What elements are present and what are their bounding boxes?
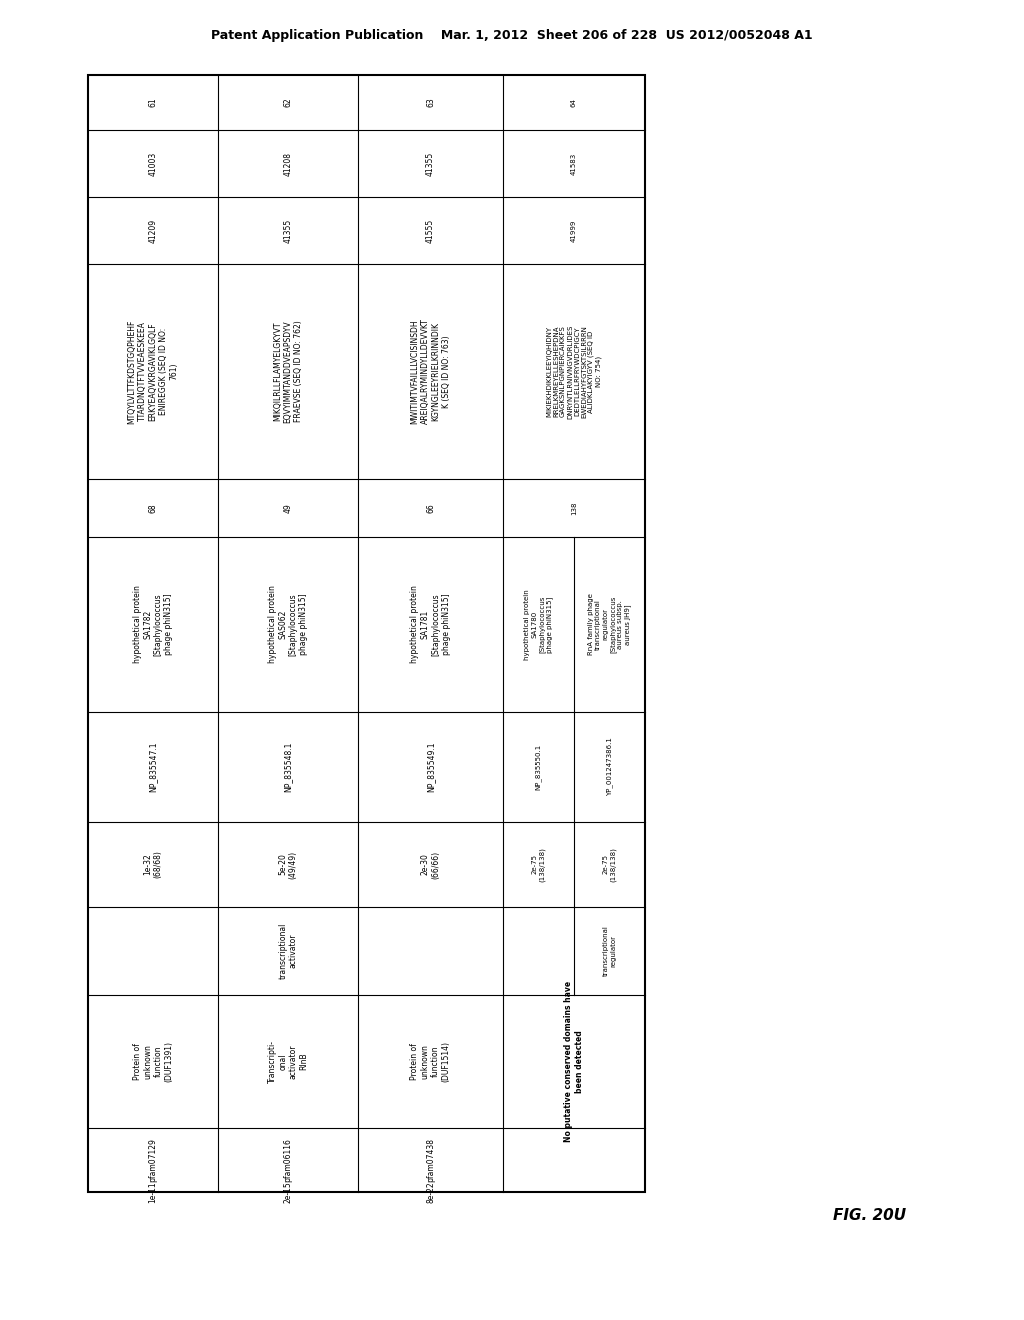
Text: 2e-75
(138/138): 2e-75 (138/138) [531,847,545,882]
Text: 41355: 41355 [426,152,435,176]
Text: YP_001247386.1: YP_001247386.1 [606,738,613,796]
Text: 61: 61 [148,98,158,107]
Text: Protein of
unknown
function
(DUF1391): Protein of unknown function (DUF1391) [133,1041,173,1082]
Text: 2e-15: 2e-15 [284,1181,293,1203]
Text: Protein of
unknown
function
(DUF1514): Protein of unknown function (DUF1514) [411,1041,451,1082]
Text: NP_835548.1: NP_835548.1 [284,742,293,792]
Text: transcriptional
regulator: transcriptional regulator [603,925,616,977]
Text: 1e-32
(68/68): 1e-32 (68/68) [143,850,163,878]
Text: MIKQILRLLFLAMYELGKYVT
EQVYIMMTANDDVEAPSDYV
FRAEVSE (SEQ ID NO: 762): MIKQILRLLFLAMYELGKYVT EQVYIMMTANDDVEAPSD… [273,321,303,422]
Text: 1e-11: 1e-11 [148,1181,158,1203]
Text: 66: 66 [426,503,435,513]
Text: 2e-75
(138/138): 2e-75 (138/138) [603,847,616,882]
Text: pfam07438: pfam07438 [426,1138,435,1181]
Text: RnA family phage
transcriptional
regulator
[Staphylococcus
aureus subsp.
aureus : RnA family phage transcriptional regulat… [588,594,631,656]
Text: 5e-20
(49/49): 5e-20 (49/49) [279,850,298,879]
Text: transcriptional
activator: transcriptional activator [279,923,298,979]
Text: 138: 138 [571,502,577,515]
Text: MIKIEKHDIKKLEEYIQHIDNY
RRELKMREYELLESHEPDNA
GAGKSNLPGNPIERCAIKKFS
DNRYNTLRNIVNGV: MIKIEKHDIKKLEEYIQHIDNY RRELKMREYELLESHEP… [546,325,602,418]
Text: 63: 63 [426,98,435,107]
Text: 41208: 41208 [284,152,293,176]
Text: MWITIMTVFAILLLVCISINSDH
AREIQALRYMINDYLLDEVVKT
KGYNGLEEYRIELKRINNDIK
K (SEQ ID N: MWITIMTVFAILLLVCISINSDH AREIQALRYMINDYLL… [411,318,451,425]
Text: 41003: 41003 [148,152,158,176]
Text: FIG. 20U: FIG. 20U [834,1208,906,1222]
Text: MTQYLVLTTFKDSTGQPHEHF
TTARDNQTFTVVEAESKEEA
ERKYEAQVKRGAVIKLGQLF
ENIREGGK (SEQ ID: MTQYLVLTTFKDSTGQPHEHF TTARDNQTFTVVEAESKE… [128,319,178,424]
Text: 41555: 41555 [426,218,435,243]
Text: 8e-22: 8e-22 [426,1181,435,1203]
Text: NP_835549.1: NP_835549.1 [426,742,435,792]
Bar [88,75,645,1192]
Text: 49: 49 [284,503,293,513]
Text: 62: 62 [284,98,293,107]
Text: Patent Application Publication    Mar. 1, 2012  Sheet 206 of 228  US 2012/005204: Patent Application Publication Mar. 1, 2… [211,29,813,41]
Text: hypothetical protein
SA1782
[Staphylococcus
phage phiN315]: hypothetical protein SA1782 [Staphylococ… [133,586,173,664]
Text: No putative conserved domains have
been detected: No putative conserved domains have been … [564,981,584,1142]
Text: 68: 68 [148,503,158,512]
Text: hypothetical protein
SA1780
[Staphylococcus
phage phiN315]: hypothetical protein SA1780 [Staphylococ… [524,589,553,660]
Text: hypothetical protein
SA1781
[Staphylococcus
phage phiN315]: hypothetical protein SA1781 [Staphylococ… [411,586,451,664]
Text: Transcripti-
onal
activator
RlnB: Transcripti- onal activator RlnB [268,1040,308,1082]
Text: NP_835550.1: NP_835550.1 [536,744,542,791]
Text: 41999: 41999 [571,219,577,242]
Text: pfam07129: pfam07129 [148,1138,158,1181]
Text: 41355: 41355 [284,218,293,243]
Text: NP_835547.1: NP_835547.1 [148,742,158,792]
Text: 2e-30
(66/66): 2e-30 (66/66) [421,850,440,879]
Text: 41583: 41583 [571,152,577,174]
Text: hypothetical protein
SAS062
[Staphylococcus
phage phiN315]: hypothetical protein SAS062 [Staphylococ… [268,586,308,664]
Text: 41209: 41209 [148,218,158,243]
Text: 64: 64 [571,98,577,107]
Text: pfam06116: pfam06116 [284,1138,293,1181]
